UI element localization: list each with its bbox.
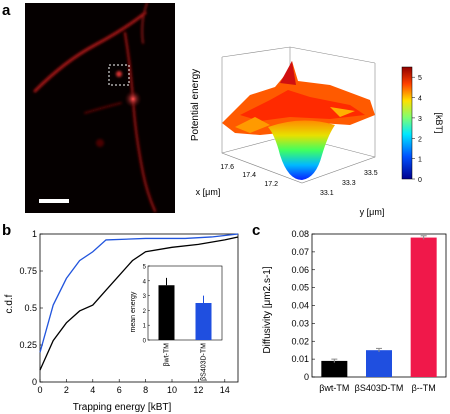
c-bar-2 <box>410 237 437 377</box>
x-tick: 17.2 <box>264 181 278 188</box>
inset-y-tick-label: 0 <box>143 339 147 345</box>
b-x-tick-label: 14 <box>220 385 230 395</box>
c-y-tick-label: 0.05 <box>291 283 309 293</box>
inset-y-tick-label: 3 <box>143 294 147 300</box>
inset-bar-1 <box>195 303 212 340</box>
b-x-tick-label: 6 <box>117 385 122 395</box>
colorbar-ticks: 0 1 2 3 4 5 <box>412 75 422 184</box>
colorbar-tick-label: 2 <box>418 136 422 143</box>
diffusivity-chart: 0 0.01 0.02 0.03 0.04 0.05 0.06 0.07 0.08 βwt-TM β… <box>262 229 447 393</box>
colorbar-tick-label: 0 <box>418 177 422 184</box>
c-bar-1 <box>366 350 392 377</box>
y-axis-label: y [μm] <box>360 207 385 217</box>
inset-bar-0 <box>158 285 175 340</box>
colorbar-tick-label: 1 <box>418 157 422 164</box>
z-axis-label: Potential energy <box>190 69 201 141</box>
c-y-tick-label: 0.02 <box>291 336 309 346</box>
b-y-tick-label: 1 <box>32 229 37 239</box>
b-x-tick-label: 12 <box>193 385 203 395</box>
panel-letter-c: c <box>252 222 261 239</box>
c-bar-0 <box>321 360 348 377</box>
y-tick: 33.3 <box>342 180 356 187</box>
c-y-tick-label: 0.01 <box>291 354 309 364</box>
c-category-label-0: βwt-TM <box>319 383 349 393</box>
x-tick: 17.4 <box>242 172 256 179</box>
colorbar-tick-label: 4 <box>418 96 422 103</box>
b-y-axis-label: c.d.f <box>4 294 15 313</box>
inset-y-tick-label: 2 <box>143 309 147 315</box>
b-y-tick-label: 0.5 <box>24 303 37 313</box>
b-x-axis-label: Trapping energy [kBT] <box>73 402 172 413</box>
b-y-tick-label: 0.75 <box>19 266 37 276</box>
b-x-tick-label: 8 <box>143 385 148 395</box>
inset-y-tick-label: 5 <box>143 265 147 271</box>
b-x-tick-label: 2 <box>64 385 69 395</box>
inset-y-label: mean energy <box>130 291 137 332</box>
colorbar <box>401 66 413 180</box>
b-x-tick-label: 0 <box>37 385 42 395</box>
c-category-label-2: β--TM <box>412 383 436 393</box>
microscopy-filaments <box>33 2 157 213</box>
c-y-tick-label: 0.06 <box>291 265 309 275</box>
colorbar-tick-label: 3 <box>418 116 422 123</box>
x-axis-label: x [μm] <box>196 187 221 197</box>
inset-y-tick-label: 4 <box>143 279 147 285</box>
b-y-tick-label: 0 <box>32 377 37 387</box>
x-tick: 17.6 <box>220 164 234 171</box>
panel-letter-a: a <box>2 2 11 19</box>
b-y-tick-label: 0.25 <box>19 340 37 350</box>
c-y-tick-label: 0 <box>304 372 309 382</box>
inset-y-tick-label: 1 <box>143 324 147 330</box>
b-x-tick-label: 10 <box>167 385 177 395</box>
microscopy-image <box>25 2 175 213</box>
b-series-line-0 <box>39 233 239 353</box>
inset-category-label-1: βS403D-TM <box>201 343 208 381</box>
panel-letter-b: b <box>2 222 12 239</box>
y-tick: 33.5 <box>364 170 378 177</box>
y-tick: 33.1 <box>320 190 334 197</box>
c-y-tick-label: 0.08 <box>291 229 309 239</box>
c-category-label-1: βS403D-TM <box>355 383 404 393</box>
colorbar-tick-label: 5 <box>418 75 422 82</box>
c-y-tick-label: 0.04 <box>291 301 309 311</box>
potential-energy-surface: Potential energy x [μm] y [μm] 17.6 17.4… <box>190 46 444 217</box>
colorbar-label: [kBT] <box>434 112 444 133</box>
c-y-tick-label: 0.07 <box>291 247 309 257</box>
c-y-tick-label: 0.03 <box>291 318 309 328</box>
b-x-tick-label: 4 <box>90 385 95 395</box>
c-y-axis-label: Diffusivity [μm2.s-1] <box>262 266 273 353</box>
inset-category-label-0: βwt-TM <box>164 343 171 367</box>
b-series-line-1 <box>39 236 239 371</box>
